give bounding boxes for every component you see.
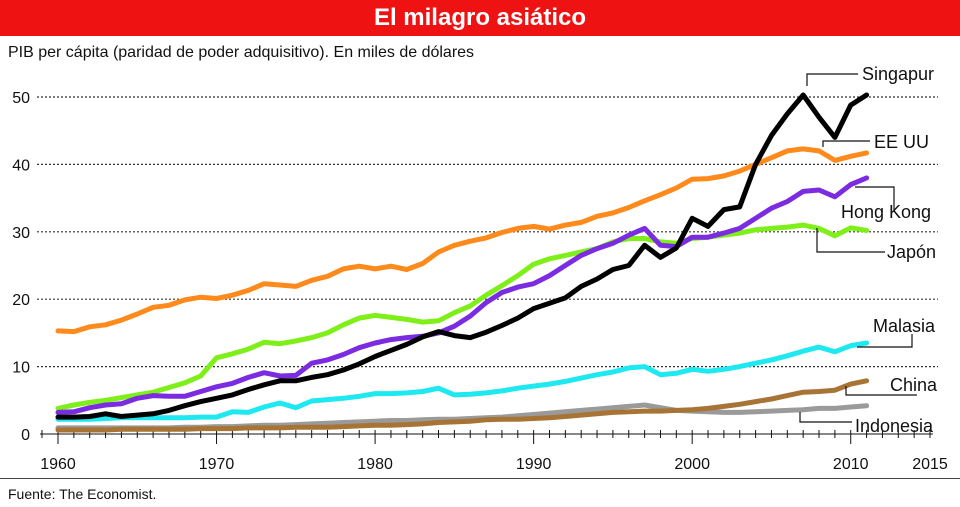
- source-note: Fuente: The Economist.: [8, 486, 157, 502]
- leader-line-singapur: [806, 73, 858, 86]
- chart-title-banner: El milagro asiático: [0, 0, 960, 36]
- footer-divider: [0, 478, 960, 479]
- y-tick-label: 0: [21, 427, 30, 444]
- x-tick-label: 1960: [40, 456, 76, 473]
- series-line-china: [55, 378, 870, 433]
- series-line-singapur: [55, 92, 870, 420]
- series-label-china: China: [890, 375, 938, 395]
- y-tick-label: 50: [12, 90, 30, 107]
- series-line-japón: [55, 222, 870, 411]
- leader-line-hong-kong: [855, 186, 895, 210]
- x-tick-label: 1980: [357, 456, 393, 473]
- series-line-malasia: [55, 340, 870, 422]
- series-label-ee-uu: EE UU: [874, 132, 929, 152]
- series-label-malasia: Malasia: [873, 316, 936, 336]
- leader-line-china: [845, 386, 917, 396]
- y-tick-label: 40: [12, 157, 30, 174]
- x-tick-label: 2010: [833, 456, 869, 473]
- leader-line-malasia: [857, 334, 913, 348]
- x-tick-label: 1990: [516, 456, 552, 473]
- y-tick-label: 20: [12, 292, 30, 309]
- series-label-singapur: Singapur: [862, 64, 934, 84]
- y-tick-label: 10: [12, 360, 30, 377]
- x-tick-label: 2015: [912, 456, 948, 473]
- x-tick-label: 2000: [674, 456, 710, 473]
- series-line-ee-uu: [55, 146, 870, 335]
- series-line-hong-kong: [55, 175, 870, 415]
- series-label-japón: Japón: [887, 242, 936, 262]
- x-tick-label: 1970: [199, 456, 235, 473]
- y-tick-label: 30: [12, 225, 30, 242]
- series-label-hong-kong: Hong Kong: [841, 202, 931, 222]
- leader-line-indonesia: [799, 412, 852, 423]
- leader-line-japón: [816, 228, 885, 253]
- series-label-indonesia: Indonesia: [855, 416, 934, 436]
- leader-line-ee-uu: [822, 140, 870, 147]
- chart-subtitle: PIB per cápita (paridad de poder adquisi…: [8, 44, 475, 61]
